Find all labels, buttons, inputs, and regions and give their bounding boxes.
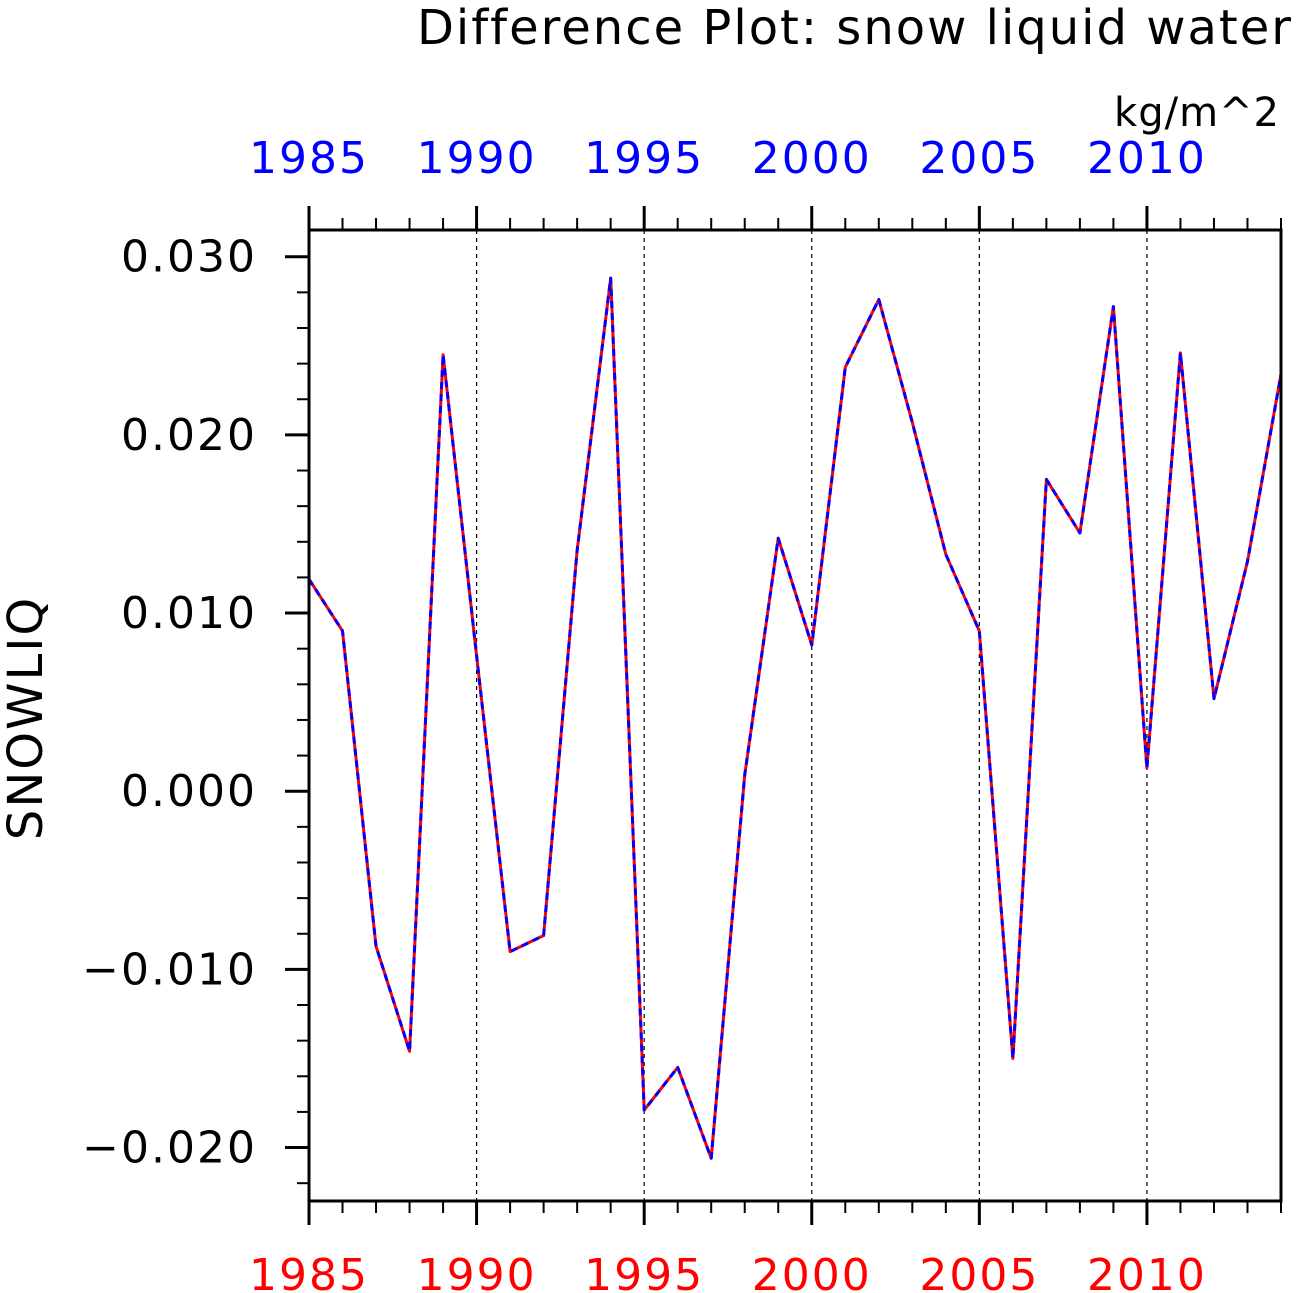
- chart-title: Difference Plot: snow liquid water: [417, 0, 1293, 56]
- tick-labels: 1985 1985 1990 1990 1995 1995 2000 2000 2005 2005…: [82, 133, 1207, 1293]
- x-tick-label-top: 2005: [919, 133, 1039, 184]
- x-tick-label-bottom: 2010: [1087, 1250, 1207, 1293]
- x-tick-label-top: 1995: [584, 133, 704, 184]
- plot-frame: [307, 228, 1283, 1203]
- series-line-red: [307, 276, 1283, 1160]
- x-tick-label-bottom: 2005: [919, 1250, 1039, 1293]
- y-tick-label: 0.000: [121, 766, 257, 817]
- y-tick-label: 0.010: [121, 588, 257, 639]
- grid-lines: [475, 230, 1148, 1201]
- x-tick-label-top: 2010: [1087, 133, 1207, 184]
- x-tick-label-top: 1990: [417, 133, 537, 184]
- x-tick-label-bottom: 2000: [752, 1250, 872, 1293]
- series-line-blue: [307, 276, 1283, 1160]
- axis-ticks: [285, 206, 1282, 1225]
- y-tick-label: −0.020: [82, 1123, 257, 1174]
- x-tick-label-bottom: 1995: [584, 1250, 704, 1293]
- x-tick-label-top: 1985: [249, 133, 369, 184]
- y-tick-label: 0.020: [121, 410, 257, 461]
- x-tick-label-bottom: 1985: [249, 1250, 369, 1293]
- x-tick-label-bottom: 1990: [417, 1250, 537, 1293]
- y-tick-label: −0.010: [82, 944, 257, 995]
- x-tick-label-top: 2000: [752, 133, 872, 184]
- units-label: kg/m^2: [1114, 90, 1280, 136]
- y-axis-title: SNOWLIQ: [0, 596, 54, 840]
- data-series: [307, 276, 1283, 1160]
- y-tick-label: 0.030: [121, 232, 257, 283]
